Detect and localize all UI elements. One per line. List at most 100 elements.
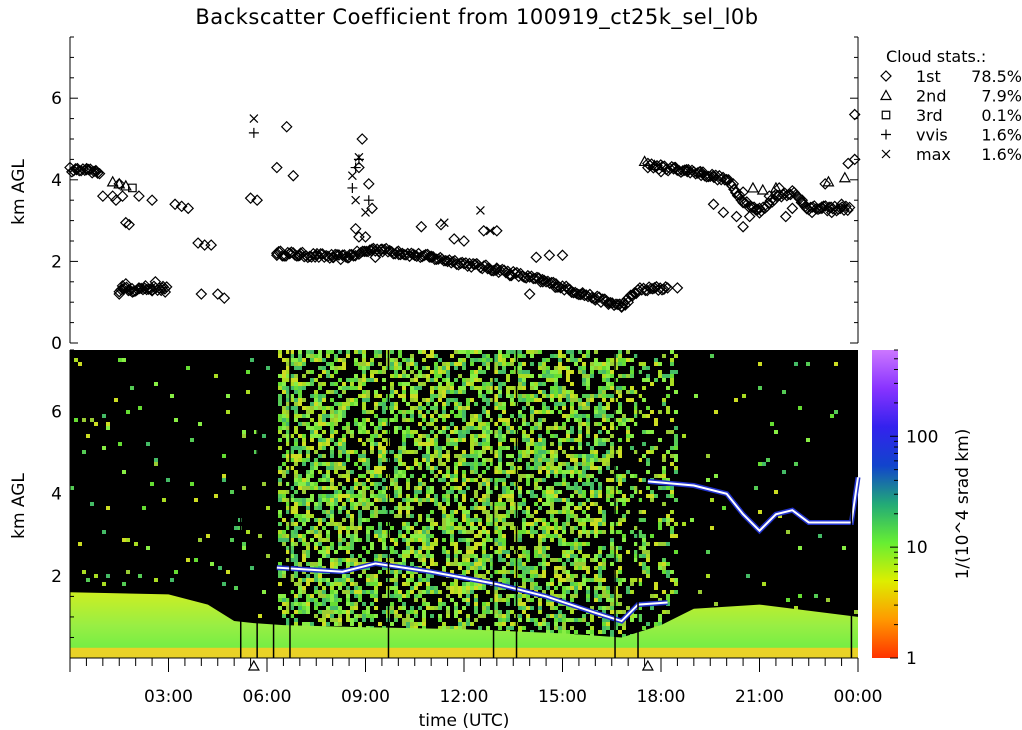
noise-cell (558, 498, 562, 502)
noise-cell (590, 614, 594, 618)
noise-cell (662, 610, 666, 614)
noise-cell (322, 602, 326, 606)
noise-cell (318, 494, 322, 498)
noise-cell (594, 566, 598, 570)
boundary-layer (70, 592, 858, 658)
noise-cell (434, 450, 438, 454)
noise-cell (422, 358, 426, 362)
noise-cell (662, 502, 666, 506)
noise-cell (458, 434, 462, 438)
y-tick-label: 2 (51, 567, 62, 587)
noise-cell (314, 402, 318, 406)
noise-cell (614, 426, 618, 430)
noise-cell (330, 510, 334, 514)
noise-cell (418, 530, 422, 534)
noise-cell (598, 386, 602, 390)
noise-cell (322, 598, 326, 602)
noise-cell (510, 466, 514, 470)
noise-cell (674, 522, 678, 526)
noise-cell (522, 594, 526, 598)
noise-cell (394, 454, 398, 458)
noise-cell (394, 614, 398, 618)
point-1st (218, 292, 231, 304)
noise-cell (350, 558, 354, 562)
noise-cell (414, 534, 418, 538)
noise-cell (374, 582, 378, 586)
noise-cell (562, 590, 566, 594)
noise-cell (410, 474, 414, 478)
noise-cell (334, 562, 338, 566)
noise-cell (366, 502, 370, 506)
noise-cell (614, 578, 618, 582)
noise-cell (658, 622, 662, 626)
noise-cell (438, 598, 442, 602)
noise-cell (478, 586, 482, 590)
noise-cell (366, 366, 370, 370)
noise-cell (538, 350, 542, 354)
noise-cell (454, 406, 458, 410)
noise-cell (618, 438, 622, 442)
noise-cell (302, 482, 306, 486)
noise-cell (406, 526, 410, 530)
noise-cell (574, 490, 578, 494)
noise-cell (610, 542, 614, 546)
noise-cell (506, 598, 510, 602)
noise-cell (482, 562, 486, 566)
noise-cell (290, 406, 294, 410)
noise-cell (290, 578, 294, 582)
noise-cell (646, 550, 650, 554)
noise-cell (426, 466, 430, 470)
noise-cell (278, 430, 282, 434)
noise-cell (658, 598, 662, 602)
noise-cell (294, 570, 298, 574)
noise-cell (474, 454, 478, 458)
noise-cell (574, 362, 578, 366)
noise-cell (534, 486, 538, 490)
noise-cell (374, 426, 378, 430)
noise-cell (310, 350, 314, 354)
noise-cell (566, 366, 570, 370)
noise-cell (414, 438, 418, 442)
noise-cell (378, 462, 382, 466)
noise-cell (354, 586, 358, 590)
noise-cell (278, 398, 282, 402)
noise-cell (402, 374, 406, 378)
noise-cell (486, 510, 490, 514)
noise-cell (454, 510, 458, 514)
noise-cell (354, 618, 358, 622)
noise-cell (322, 494, 326, 498)
noise-cell (370, 438, 374, 442)
noise-cell (494, 570, 498, 574)
noise-cell (466, 590, 470, 594)
noise-cell (834, 410, 838, 414)
noise-cell (486, 498, 490, 502)
noise-cell (538, 606, 542, 610)
noise-cell (638, 554, 642, 558)
noise-cell (450, 386, 454, 390)
noise-cell (522, 382, 526, 386)
noise-cell (662, 466, 666, 470)
noise-cell (486, 466, 490, 470)
noise-cell (558, 526, 562, 530)
noise-cell (642, 554, 646, 558)
noise-cell (526, 614, 530, 618)
noise-cell (670, 370, 674, 374)
noise-cell (590, 630, 594, 634)
legend-entry-1st: 1st 78.5% (880, 67, 1022, 86)
noise-cell (294, 390, 298, 394)
noise-cell (466, 430, 470, 434)
noise-cell (310, 498, 314, 502)
noise-cell (302, 606, 306, 610)
noise-cell (482, 386, 486, 390)
noise-cell (506, 510, 510, 514)
noise-cell (366, 418, 370, 422)
noise-cell (630, 370, 634, 374)
noise-cell (554, 626, 558, 630)
noise-cell (330, 362, 334, 366)
noise-cell (614, 390, 618, 394)
noise-cell (558, 582, 562, 586)
noise-cell (482, 446, 486, 450)
noise-cell (478, 542, 482, 546)
noise-cell (638, 606, 642, 610)
noise-cell (338, 538, 342, 542)
